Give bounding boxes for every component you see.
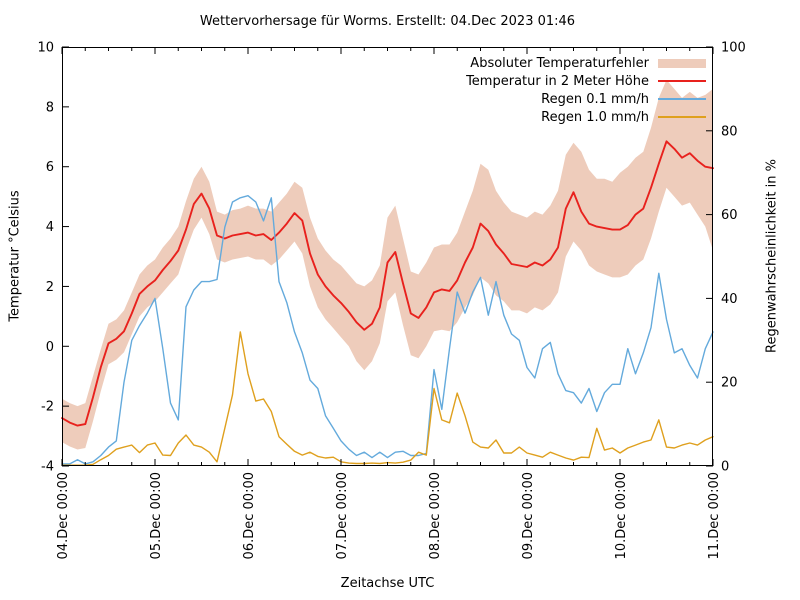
y-left-tick-label: 4 xyxy=(46,220,54,235)
y-left-ticks: 10 8 6 4 2 0 -2 -4 xyxy=(37,41,69,475)
legend-sample-band xyxy=(658,58,706,68)
y-left-tick-label: 6 xyxy=(46,160,54,175)
x-tick-label: 08.Dec 00:00 xyxy=(428,472,443,559)
legend-label: Absoluter Temperaturfehler xyxy=(470,55,649,71)
legend-item-temperature: Temperatur in 2 Meter Höhe xyxy=(466,72,706,90)
legend-label: Regen 1.0 mm/h xyxy=(541,109,649,125)
legend-item-rain-10: Regen 1.0 mm/h xyxy=(466,108,706,126)
y-left-tick-label: -4 xyxy=(41,460,54,475)
y-left-tick-label: 8 xyxy=(46,100,54,115)
x-tick-label: 11.Dec 00:00 xyxy=(707,472,722,559)
y-left-tick-label: 10 xyxy=(37,41,54,56)
y-right-tick-label: 60 xyxy=(721,208,738,223)
legend-label: Regen 0.1 mm/h xyxy=(541,91,649,107)
y-right-tick-label: 0 xyxy=(721,460,729,475)
rain-01-line xyxy=(61,194,714,465)
y-right-ticks: 100 80 60 40 20 0 xyxy=(706,41,746,475)
x-tick-label: 05.Dec 00:00 xyxy=(149,472,164,559)
x-tick-label: 04.Dec 00:00 xyxy=(56,472,71,559)
y-left-tick-label: 2 xyxy=(46,280,54,295)
x-axis-title: Zeitachse UTC xyxy=(340,576,435,591)
legend-sample-rain-01-line xyxy=(658,98,706,100)
legend-item-error-band: Absoluter Temperaturfehler xyxy=(466,54,706,72)
temperature-line xyxy=(61,140,714,427)
legend: Absoluter Temperaturfehler Temperatur in… xyxy=(466,54,706,126)
x-tick-labels: 04.Dec 00:00 05.Dec 00:00 06.Dec 00:00 07.D… xyxy=(56,472,722,559)
y-right-tick-label: 80 xyxy=(721,124,738,139)
x-tick-label: 10.Dec 00:00 xyxy=(614,472,629,559)
x-tick-label: 09.Dec 00:00 xyxy=(521,472,536,559)
right-axis-title: Regenwahrscheinlichkeit in % xyxy=(764,159,780,353)
legend-label: Temperatur in 2 Meter Höhe xyxy=(466,73,649,89)
y-right-tick-label: 20 xyxy=(721,376,738,391)
rain-10-line xyxy=(61,331,714,466)
x-ticks xyxy=(61,47,714,466)
legend-sample-rain-10-line xyxy=(658,116,706,118)
left-axis-title: Temperatur °Celsius xyxy=(7,190,23,322)
y-left-tick-label: 0 xyxy=(46,340,54,355)
x-tick-label: 06.Dec 00:00 xyxy=(242,472,257,559)
chart-title: Wettervorhersage für Worms. Erstellt: 04… xyxy=(199,14,576,29)
x-tick-label: 07.Dec 00:00 xyxy=(335,472,350,559)
y-right-tick-label: 100 xyxy=(721,41,746,56)
legend-sample-temperature-line xyxy=(658,80,706,82)
y-right-tick-label: 40 xyxy=(721,292,738,307)
y-left-tick-label: -2 xyxy=(41,400,54,415)
legend-item-rain-01: Regen 0.1 mm/h xyxy=(466,90,706,108)
